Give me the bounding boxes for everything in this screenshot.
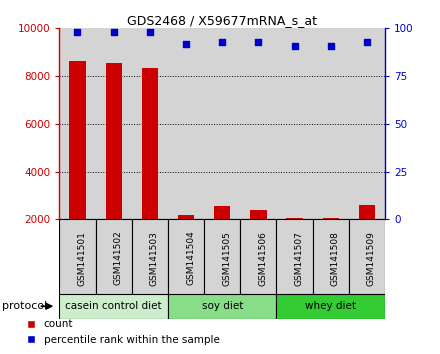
Text: GSM141507: GSM141507 xyxy=(294,231,304,286)
Bar xyxy=(168,28,204,219)
Bar xyxy=(142,68,158,219)
Bar xyxy=(95,219,132,294)
Point xyxy=(183,41,190,46)
Text: whey diet: whey diet xyxy=(305,301,356,311)
Point xyxy=(291,43,298,48)
Text: GSM141503: GSM141503 xyxy=(150,231,159,286)
Bar xyxy=(95,28,132,219)
Bar xyxy=(178,215,194,219)
Bar xyxy=(132,28,168,219)
Text: GSM141505: GSM141505 xyxy=(222,231,231,286)
Text: protocol: protocol xyxy=(2,301,48,311)
Bar xyxy=(240,28,276,219)
Text: casein control diet: casein control diet xyxy=(66,301,162,311)
Bar xyxy=(214,206,231,219)
Text: GSM141506: GSM141506 xyxy=(258,231,268,286)
Point xyxy=(74,29,81,35)
Bar xyxy=(349,219,385,294)
Bar xyxy=(106,63,122,219)
Text: GSM141504: GSM141504 xyxy=(186,231,195,285)
Legend: count, percentile rank within the sample: count, percentile rank within the sample xyxy=(23,315,224,349)
Bar xyxy=(240,219,276,294)
Point xyxy=(219,39,226,45)
Bar xyxy=(313,28,349,219)
Bar xyxy=(286,218,303,219)
Point xyxy=(255,39,262,45)
Bar xyxy=(323,218,339,219)
Title: GDS2468 / X59677mRNA_s_at: GDS2468 / X59677mRNA_s_at xyxy=(127,14,317,27)
Bar xyxy=(276,219,313,294)
Bar xyxy=(168,294,276,319)
Text: GSM141509: GSM141509 xyxy=(367,231,376,286)
Point xyxy=(110,29,117,35)
Bar xyxy=(204,28,240,219)
Bar xyxy=(168,219,204,294)
Bar xyxy=(70,61,86,219)
Point xyxy=(363,39,370,45)
Text: GSM141502: GSM141502 xyxy=(114,231,123,285)
Text: GSM141501: GSM141501 xyxy=(77,231,87,286)
Bar xyxy=(313,219,349,294)
Point xyxy=(147,29,154,35)
Bar xyxy=(59,294,168,319)
Bar xyxy=(204,219,240,294)
Point xyxy=(327,43,334,48)
Text: soy diet: soy diet xyxy=(202,301,243,311)
Bar xyxy=(349,28,385,219)
Bar xyxy=(276,294,385,319)
Bar xyxy=(359,205,375,219)
Bar xyxy=(59,28,95,219)
Bar xyxy=(132,219,168,294)
Bar xyxy=(276,28,313,219)
Text: GSM141508: GSM141508 xyxy=(331,231,340,286)
Bar xyxy=(250,210,267,219)
Bar xyxy=(59,219,95,294)
